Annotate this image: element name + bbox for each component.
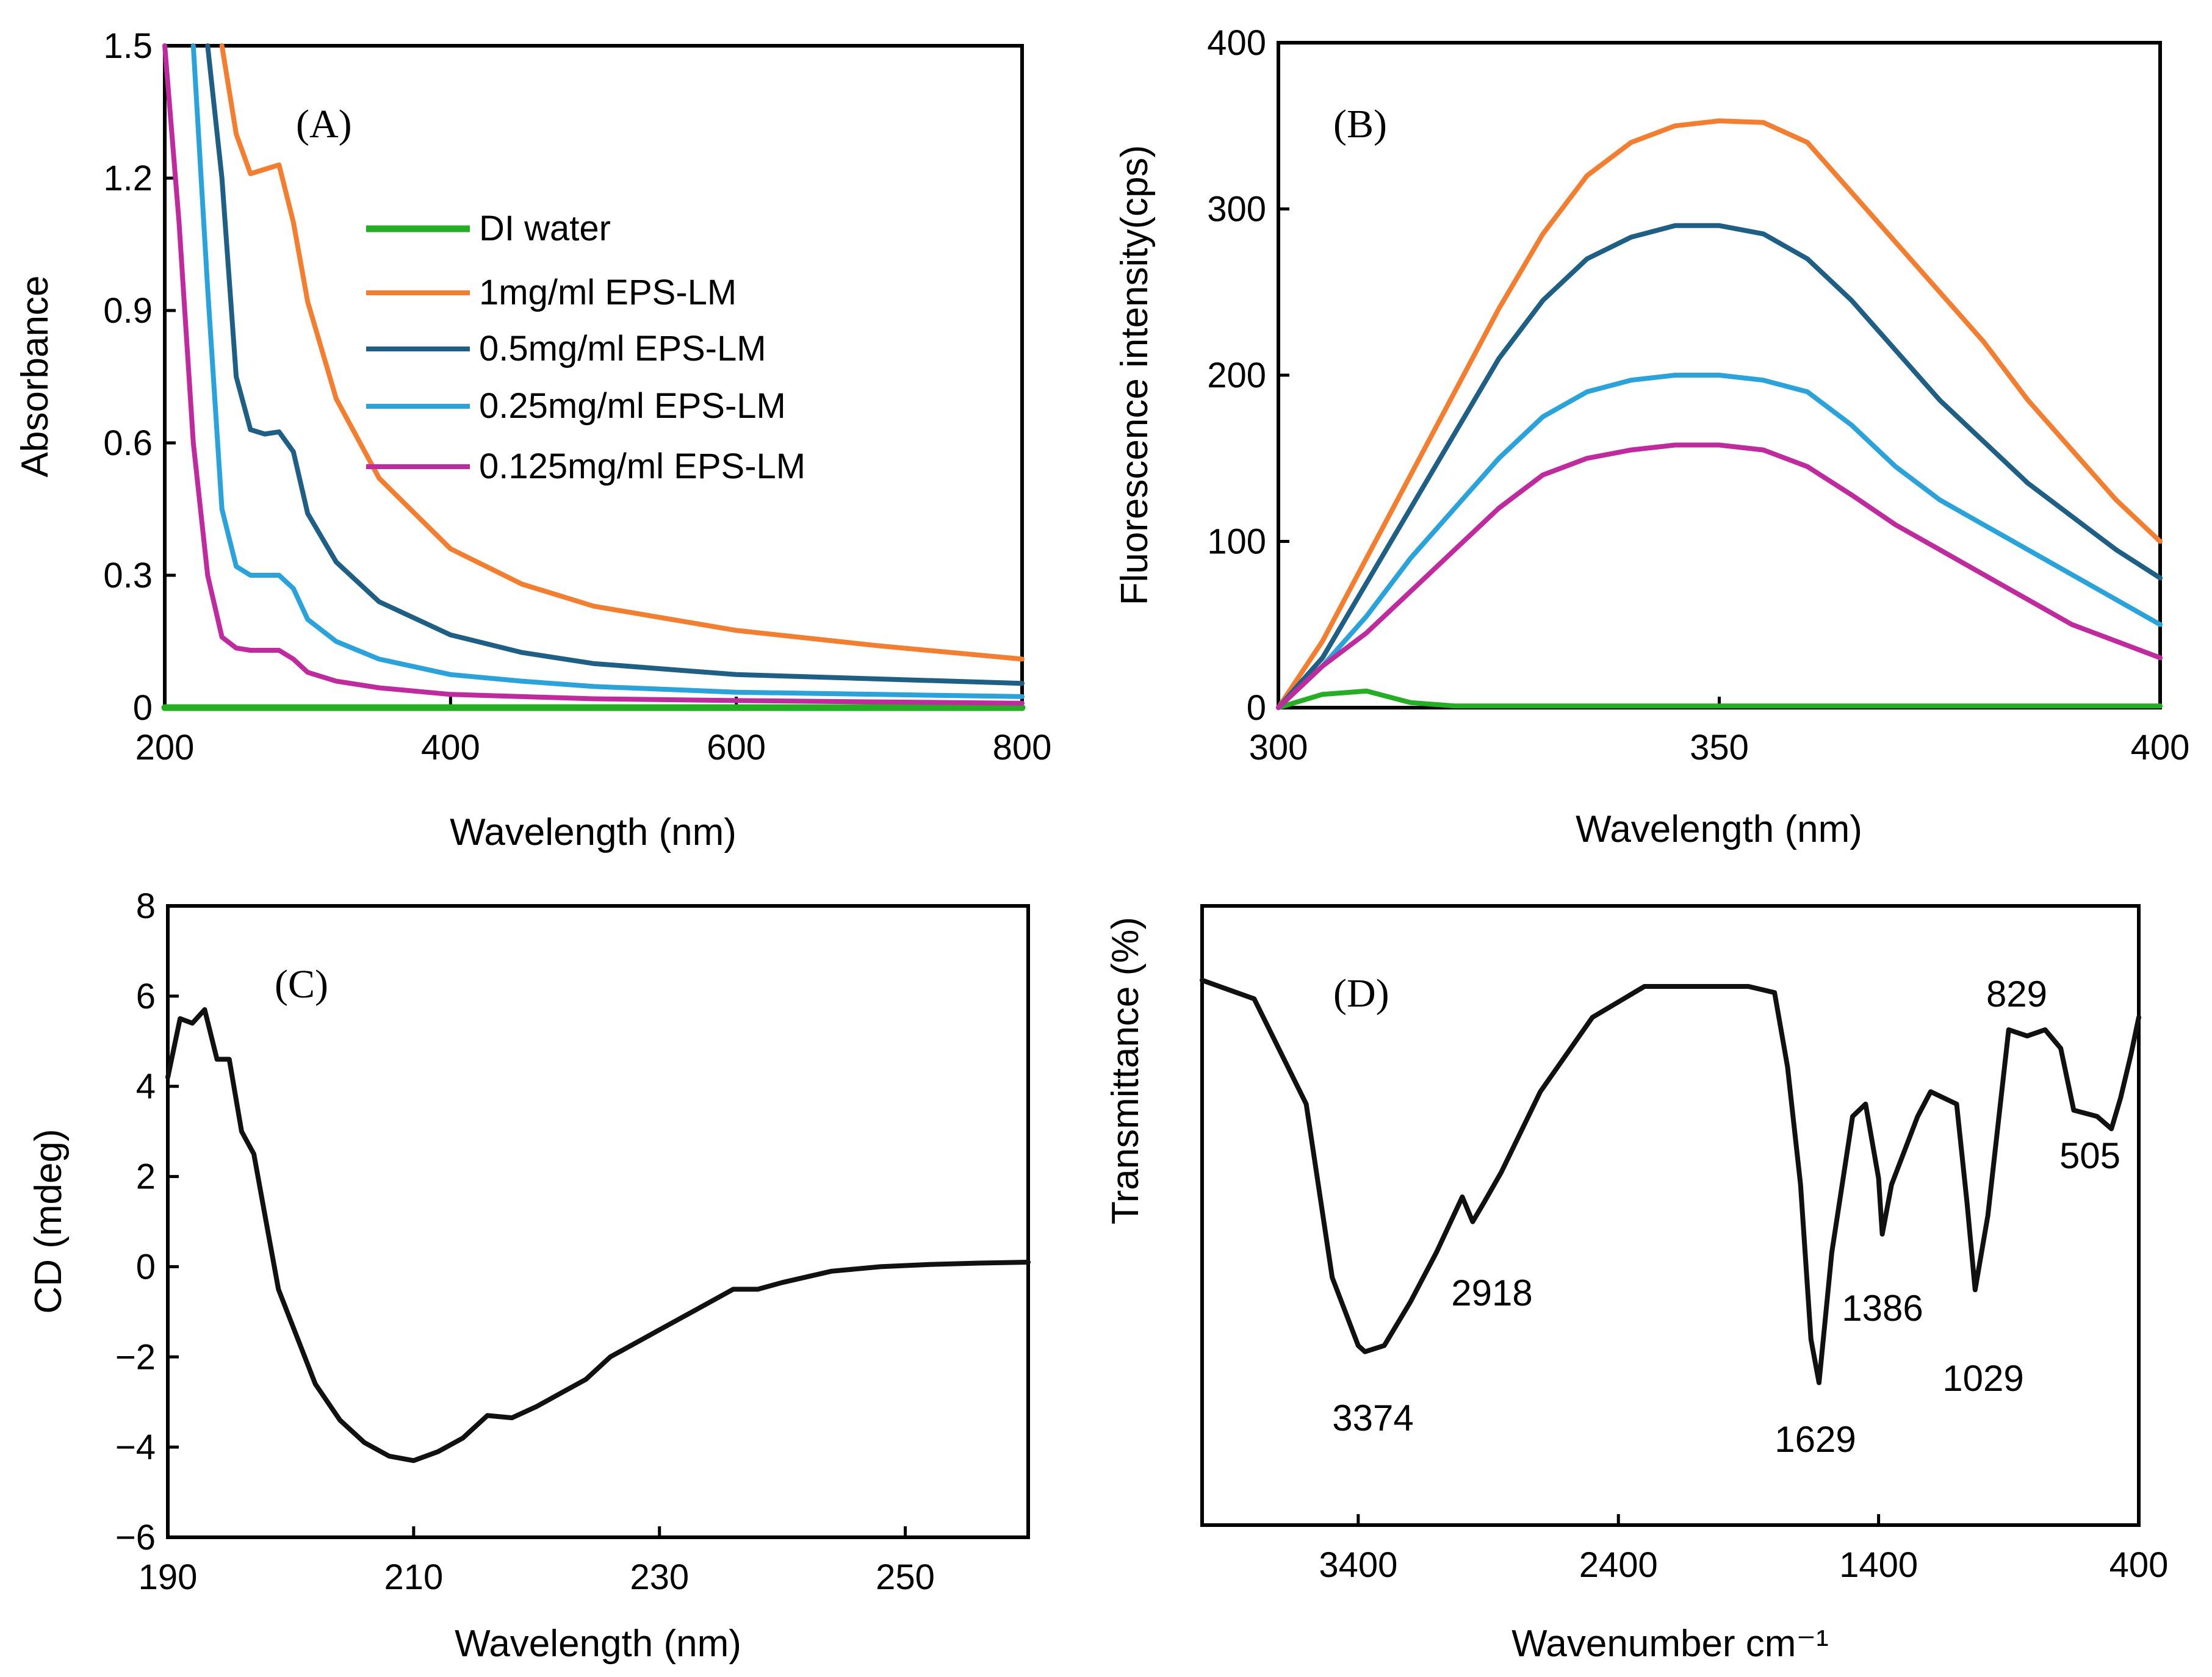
panel-a-y-tick-label-0-9: 0.9 [103,291,153,331]
panel-c-series [165,1007,1031,1463]
panel-c-cd-chart: (C) Wavelength (nm) CD (mdeg) 190 210 230 2… [27,886,1031,1665]
peak-label-505: 505 [2059,1135,2120,1176]
legend-label-di-water: DI water [479,209,611,248]
panel-b-y-tick-label-100: 100 [1207,522,1266,562]
panel-c-y-tick-label-0: 0 [136,1247,156,1287]
panel-b-series-line-di-water [1276,688,2163,710]
peak-label-829: 829 [1986,974,2047,1014]
panel-b-x-tick-label-300: 300 [1249,728,1308,767]
panel-b-x-tick-label-400: 400 [2131,728,2190,767]
panel-b-y-tick-label-400: 400 [1207,23,1266,63]
panel-a-x-tick-label-800: 800 [993,728,1052,767]
panel-c-x-tick-label-190: 190 [139,1557,198,1597]
panel-b-series-line-0-25mg-ml-eps-lm [1276,373,2163,710]
panel-c-x-tick-label-210: 210 [384,1557,443,1597]
panel-b-series-line-1mg-ml-eps-lm [1276,118,2163,710]
panel-b-x-ticks: 300 350 400 [1249,697,2190,767]
panel-d-x-tick-label-1400: 1400 [1839,1545,1918,1585]
panel-d-x-tick-label-400: 400 [2109,1545,2169,1585]
panel-a-absorbance-chart: (A) Wavelength (nm) Absorbance 200 400 600… [14,26,1051,853]
panel-b-series-line-0-5mg-ml-eps-lm [1276,223,2163,710]
panel-c-y-tick-label-6: −6 [115,1518,156,1557]
panel-b-y-tick-label-0: 0 [1247,688,1266,728]
panel-d-x-tick-label-3400: 3400 [1319,1545,1397,1585]
panel-d-series-line-ftir [1200,977,2141,1385]
panel-c-label: (C) [275,962,328,1007]
panel-a-y-tick-label-0-6: 0.6 [103,423,153,463]
panel-c-y-tick-label-2: 2 [136,1157,156,1197]
panel-a-x-axis-label: Wavelength (nm) [450,811,737,853]
panel-c-y-tick-label-4: 4 [136,1067,156,1107]
panel-c-x-tick-label-250: 250 [876,1557,935,1597]
panel-b-label: (B) [1333,102,1387,146]
panel-a-y-tick-label-1-5: 1.5 [103,26,153,66]
panel-a-x-tick-label-200: 200 [135,728,195,767]
peak-label-3374: 3374 [1332,1398,1413,1438]
panel-d-x-axis-label: Wavenumber cm⁻¹ [1511,1623,1829,1665]
panel-b-y-tick-label-200: 200 [1207,356,1266,395]
panel-a-series-line-1mg-ml-eps-lm [219,43,1025,662]
panel-a-legend: DI water 1mg/ml EPS-LM 0.5mg/ml EPS-LM 0… [366,209,805,486]
legend-label-1mg: 1mg/ml EPS-LM [479,273,737,312]
panel-a-x-tick-label-400: 400 [421,728,480,767]
panel-c-y-tick-label-6: 6 [136,977,156,1016]
panel-a-y-tick-label-0: 0 [133,688,153,728]
panel-a-y-tick-label-0-3: 0.3 [103,556,153,595]
panel-c-y-ticks: −6 −4 −2 0 2 4 6 8 [115,886,179,1557]
panel-a-x-tick-label-600: 600 [707,728,766,767]
panel-a-y-axis-label: Absorbance [14,276,56,478]
panel-a-series-line-0-25mg-ml-eps-lm [190,43,1025,699]
panel-d-label: (D) [1333,971,1389,1016]
panel-d-y-axis-label: Transmittance (%) [1104,917,1147,1224]
panel-b-y-axis-label: Fluorescence intensity(cps) [1114,145,1156,606]
panel-c-y-tick-label-4: −4 [115,1427,156,1467]
peak-label-1029: 1029 [1942,1358,2023,1399]
panel-d-plot-frame [1200,904,2141,1527]
panel-b-y-ticks: 0 100 200 300 400 [1207,23,1289,728]
panel-a-series-line-0-125mg-ml-eps-lm [162,43,1025,706]
panel-c-x-ticks: 190 210 230 250 [139,1526,935,1597]
legend-label-0-125mg: 0.125mg/ml EPS-LM [479,447,805,486]
panel-c-y-tick-label-2: −2 [115,1337,156,1377]
panel-d-x-ticks: 3400 2400 1400 400 [1319,1514,2168,1585]
panel-d-series [1200,977,2141,1385]
panel-a-label: (A) [296,102,352,146]
peak-label-1386: 1386 [1842,1288,1923,1329]
panel-a-series [161,43,1026,711]
panel-a-y-ticks: 0 0.3 0.6 0.9 1.2 1.5 [103,26,176,728]
panel-a-y-tick-label-1-2: 1.2 [103,159,153,198]
panel-c-y-axis-label: CD (mdeg) [27,1129,70,1313]
legend-label-0-25mg: 0.25mg/ml EPS-LM [479,386,786,426]
panel-b-series [1276,118,2163,710]
panel-b-x-tick-label-350: 350 [1690,728,1749,767]
panel-b-fluorescence-chart: (B) Wavelength (nm) Fluorescence intensi… [1114,23,2189,850]
panel-b-series-line-0-125mg-ml-eps-lm [1276,442,2163,710]
panel-b-x-axis-label: Wavelength (nm) [1576,808,1862,850]
panel-c-x-axis-label: Wavelength (nm) [455,1623,741,1665]
panel-c-y-tick-label-8: 8 [136,886,156,926]
panel-a-series-line-0-5mg-ml-eps-lm [205,43,1025,686]
panel-c-x-tick-label-230: 230 [630,1557,689,1597]
legend-label-0-5mg: 0.5mg/ml EPS-LM [479,329,766,368]
panel-c-series-line-cd [165,1007,1031,1463]
panel-d-x-tick-label-2400: 2400 [1579,1545,1658,1585]
peak-label-2918: 2918 [1451,1273,1532,1313]
peak-label-1629: 1629 [1774,1419,1856,1460]
panel-b-y-tick-label-300: 300 [1207,190,1266,229]
panel-c-plot-frame [166,904,1030,1539]
panel-d-ftir-chart: (D) Wavenumber cm⁻¹ Transmittance (%) 34… [1104,904,2168,1665]
